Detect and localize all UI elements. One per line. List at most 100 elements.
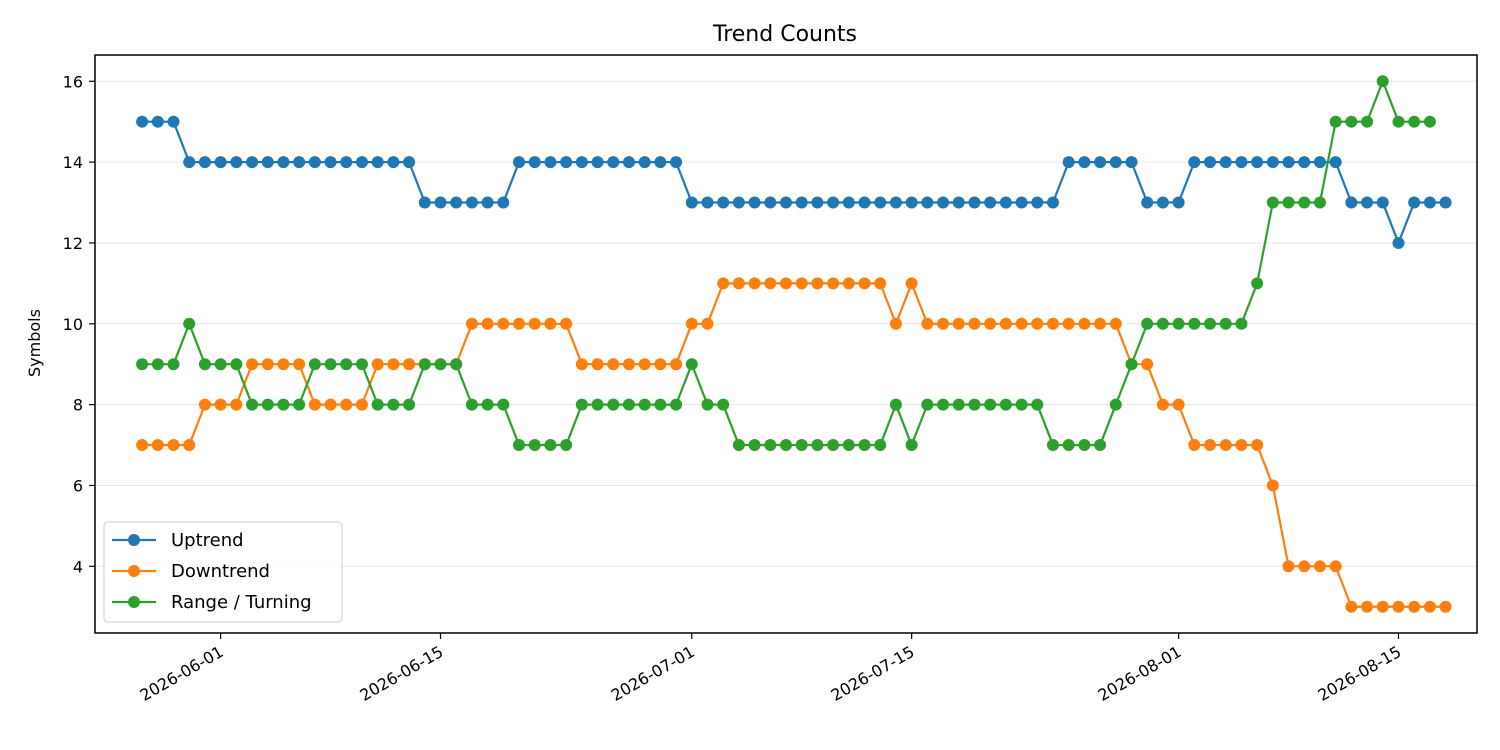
- data-point: [1046, 317, 1059, 330]
- data-point: [1251, 156, 1264, 169]
- data-point: [1172, 398, 1185, 411]
- x-tick-label: 2026-07-01: [608, 642, 698, 705]
- data-point: [764, 196, 777, 209]
- series-layer: [136, 75, 1452, 613]
- data-point: [355, 156, 368, 169]
- data-point: [136, 358, 149, 371]
- x-axis-ticks: 2026-06-01 2026-06-15 2026-07-01 2026-07-15…: [137, 633, 1404, 705]
- data-point: [528, 156, 541, 169]
- data-point: [780, 439, 792, 452]
- data-point: [230, 156, 243, 169]
- data-point: [1109, 156, 1122, 169]
- data-point: [355, 358, 368, 371]
- data-point: [371, 156, 384, 169]
- data-point: [732, 196, 745, 209]
- data-point: [1376, 600, 1389, 613]
- data-point: [465, 317, 478, 330]
- data-point: [1282, 560, 1295, 573]
- data-point: [968, 398, 981, 411]
- data-point: [795, 439, 808, 452]
- data-point: [842, 439, 855, 452]
- data-point: [560, 156, 573, 169]
- y-tick-label: 6: [73, 476, 83, 495]
- data-point: [1408, 196, 1421, 209]
- data-point: [544, 317, 557, 330]
- y-tick-label: 4: [73, 557, 83, 576]
- data-point: [827, 196, 840, 209]
- data-point: [198, 358, 211, 371]
- data-point: [136, 439, 149, 452]
- series-1: [136, 277, 1452, 613]
- data-point: [842, 196, 855, 209]
- data-point: [1376, 75, 1389, 88]
- legend-marker-1: [128, 565, 140, 577]
- data-point: [403, 156, 416, 169]
- grid-lines: [95, 80, 1477, 567]
- data-point: [528, 439, 541, 452]
- data-point: [544, 156, 557, 169]
- data-point: [151, 358, 164, 371]
- data-point: [921, 398, 934, 411]
- data-point: [183, 439, 196, 452]
- data-point: [418, 358, 431, 371]
- data-point: [340, 398, 353, 411]
- data-point: [1439, 600, 1452, 613]
- data-point: [151, 115, 164, 128]
- data-point: [497, 196, 510, 209]
- series-2: [136, 75, 1436, 452]
- data-point: [340, 156, 353, 169]
- data-point: [183, 156, 196, 169]
- data-point: [1361, 115, 1374, 128]
- data-point: [1235, 439, 1248, 452]
- data-point: [1109, 317, 1122, 330]
- data-point: [1172, 196, 1185, 209]
- data-point: [1423, 196, 1436, 209]
- data-point: [1141, 358, 1154, 371]
- data-point: [1015, 196, 1028, 209]
- data-point: [1329, 115, 1342, 128]
- data-point: [685, 196, 698, 209]
- data-point: [481, 317, 494, 330]
- data-point: [1219, 439, 1232, 452]
- data-point: [921, 196, 934, 209]
- data-point: [1094, 156, 1107, 169]
- data-point: [1235, 156, 1248, 169]
- data-point: [732, 277, 745, 290]
- data-point: [984, 317, 997, 330]
- data-point: [1282, 156, 1295, 169]
- data-point: [607, 358, 620, 371]
- data-point: [1266, 196, 1279, 209]
- data-point: [1313, 196, 1326, 209]
- data-point: [937, 196, 950, 209]
- data-point: [591, 358, 604, 371]
- data-point: [261, 156, 274, 169]
- data-point: [905, 439, 918, 452]
- data-point: [1361, 600, 1374, 613]
- data-point: [764, 277, 777, 290]
- data-point: [246, 358, 259, 371]
- series-line-2: [142, 80, 1430, 447]
- series-0: [136, 115, 1452, 249]
- data-point: [513, 317, 526, 330]
- data-point: [1141, 196, 1154, 209]
- data-point: [1031, 196, 1044, 209]
- data-point: [1439, 196, 1452, 209]
- data-point: [1251, 439, 1264, 452]
- y-tick-label: 14: [63, 153, 83, 172]
- data-point: [1345, 115, 1358, 128]
- data-point: [780, 277, 792, 290]
- data-point: [858, 196, 871, 209]
- legend: Uptrend Downtrend Range / Turning: [103, 521, 343, 623]
- data-point: [1219, 317, 1232, 330]
- y-tick-label: 8: [73, 396, 83, 415]
- y-tick-label: 16: [63, 72, 83, 91]
- data-point: [1235, 317, 1248, 330]
- data-point: [167, 358, 180, 371]
- legend-label-1: Downtrend: [171, 561, 270, 582]
- data-point: [214, 358, 227, 371]
- y-tick-label: 12: [63, 234, 83, 253]
- data-point: [308, 398, 321, 411]
- y-axis-title: Symbols: [25, 309, 44, 377]
- data-point: [622, 156, 635, 169]
